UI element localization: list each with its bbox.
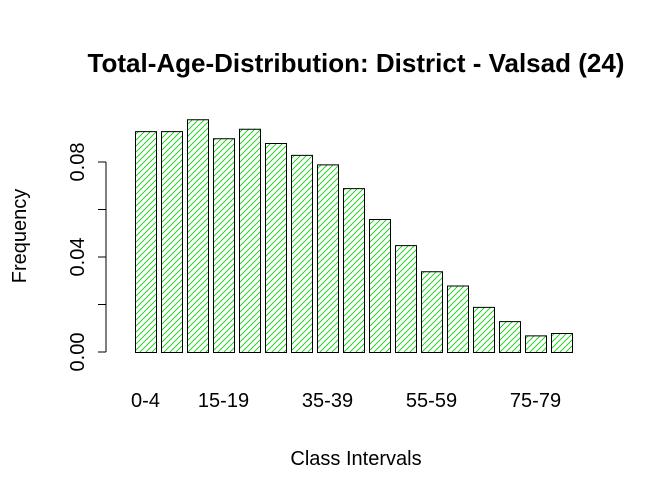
x-tick-label: 55-59 — [406, 390, 457, 412]
bar-fill-5-9 — [161, 131, 182, 352]
bar-30-34 — [291, 154, 313, 353]
bar-fill-70-74 — [499, 321, 520, 352]
bar-80+ — [551, 333, 573, 353]
bar-fill-65-69 — [473, 306, 494, 352]
x-tick-label: 75-79 — [510, 390, 561, 412]
bars — [135, 119, 573, 353]
bar-40-44 — [343, 188, 365, 353]
bar-5-9 — [161, 131, 183, 353]
bar-fill-20-24 — [239, 128, 260, 352]
bar-fill-25-29 — [265, 143, 286, 352]
bar-75-79 — [525, 335, 547, 353]
bar-25-29 — [265, 143, 287, 353]
bar-0-4 — [135, 131, 157, 353]
bar-60-64 — [447, 285, 469, 353]
x-tick-label: 15-19 — [198, 390, 249, 412]
chart-title: Total-Age-Distribution: District - Valsa… — [88, 48, 625, 78]
bar-fill-10-14 — [187, 119, 208, 352]
bar-35-39 — [317, 164, 339, 353]
y-axis-label: Frequency — [9, 189, 31, 284]
bar-fill-60-64 — [447, 285, 468, 352]
y-tick-label: 0.00 — [67, 333, 89, 372]
x-tick-label: 35-39 — [302, 390, 353, 412]
bar-45-49 — [369, 219, 391, 353]
x-tick-label: 0-4 — [131, 390, 160, 412]
bar-fill-45-49 — [369, 219, 390, 352]
bar-20-24 — [239, 128, 261, 353]
bar-fill-40-44 — [343, 188, 364, 352]
x-tick-labels: 0-4 15-19 35-39 55-59 75-79 — [131, 390, 561, 412]
bar-fill-30-34 — [291, 154, 312, 352]
y-axis: 0.00 0.04 0.08 — [67, 143, 107, 372]
bar-fill-75-79 — [525, 335, 546, 352]
bar-fill-50-54 — [395, 245, 416, 352]
bar-65-69 — [473, 306, 495, 353]
bar-55-59 — [421, 271, 443, 353]
bar-15-19 — [213, 138, 235, 353]
bar-10-14 — [187, 119, 209, 353]
y-tick-label: 0.04 — [67, 238, 89, 277]
bar-fill-35-39 — [317, 164, 338, 352]
bar-fill-55-59 — [421, 271, 442, 352]
bar-fill-0-4 — [135, 131, 156, 352]
bar-fill-80+ — [551, 333, 572, 352]
y-tick-label: 0.08 — [67, 143, 89, 182]
bar-70-74 — [499, 321, 521, 353]
x-axis-label: Class Intervals — [290, 448, 421, 470]
bar-50-54 — [395, 245, 417, 353]
bar-fill-15-19 — [213, 138, 234, 352]
